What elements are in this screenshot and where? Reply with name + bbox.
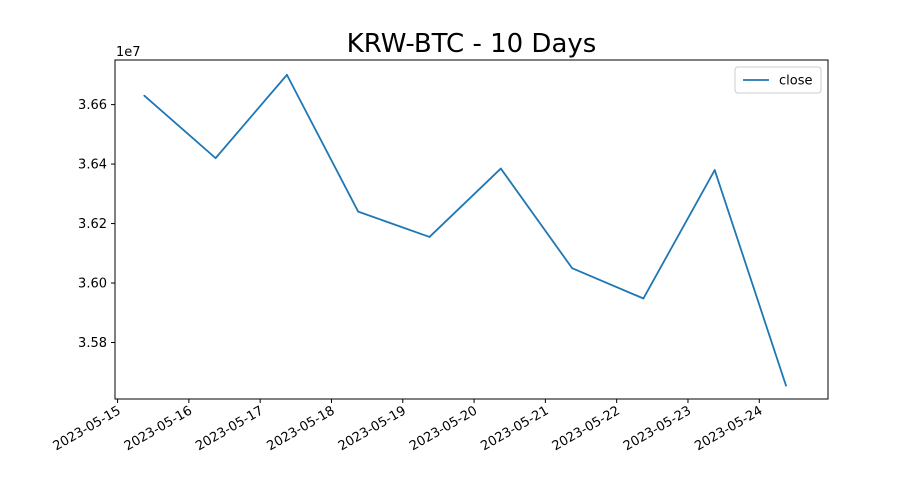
x-tick-label: 2023-05-15: [51, 403, 124, 454]
x-tick-label: 2023-05-22: [550, 403, 623, 454]
data-point: [642, 297, 645, 300]
data-point: [286, 73, 288, 76]
y-tick-label: 3.58: [78, 336, 107, 351]
y-tick-label: 3.62: [78, 217, 107, 232]
x-tick-label: 2023-05-20: [407, 403, 480, 454]
x-tick-label: 2023-05-24: [692, 403, 765, 454]
x-tick-label: 2023-05-17: [193, 403, 266, 454]
axes-frame: [114, 59, 829, 400]
x-tick-label: 2023-05-21: [478, 403, 551, 454]
data-point: [785, 384, 787, 387]
x-tick-label: 2023-05-18: [265, 403, 338, 454]
x-tick-label: 2023-05-23: [621, 403, 694, 454]
series-line-close: [143, 73, 787, 386]
x-tick-label: 2023-05-16: [122, 403, 195, 454]
legend-box: [734, 66, 822, 94]
data-point: [571, 267, 574, 270]
x-tick-label: 2023-05-19: [336, 403, 409, 454]
data-point: [713, 169, 716, 171]
data-point: [357, 210, 360, 213]
y-tick-label: 3.66: [78, 98, 107, 113]
data-point: [428, 236, 431, 238]
plot-area: 3.58 3.60 3.62 3.64 3.66 2023-05-152023-05-16…: [51, 59, 829, 454]
y-offset-label: 1e7: [116, 45, 141, 60]
y-tick-label: 3.60: [78, 277, 107, 292]
data-point: [214, 157, 217, 160]
legend-label: close: [779, 74, 812, 89]
data-point: [143, 94, 146, 97]
legend: close: [734, 66, 822, 94]
y-tick-label: 3.64: [78, 158, 107, 173]
chart-title: KRW-BTC - 10 Days: [347, 29, 597, 59]
data-point: [499, 167, 502, 170]
